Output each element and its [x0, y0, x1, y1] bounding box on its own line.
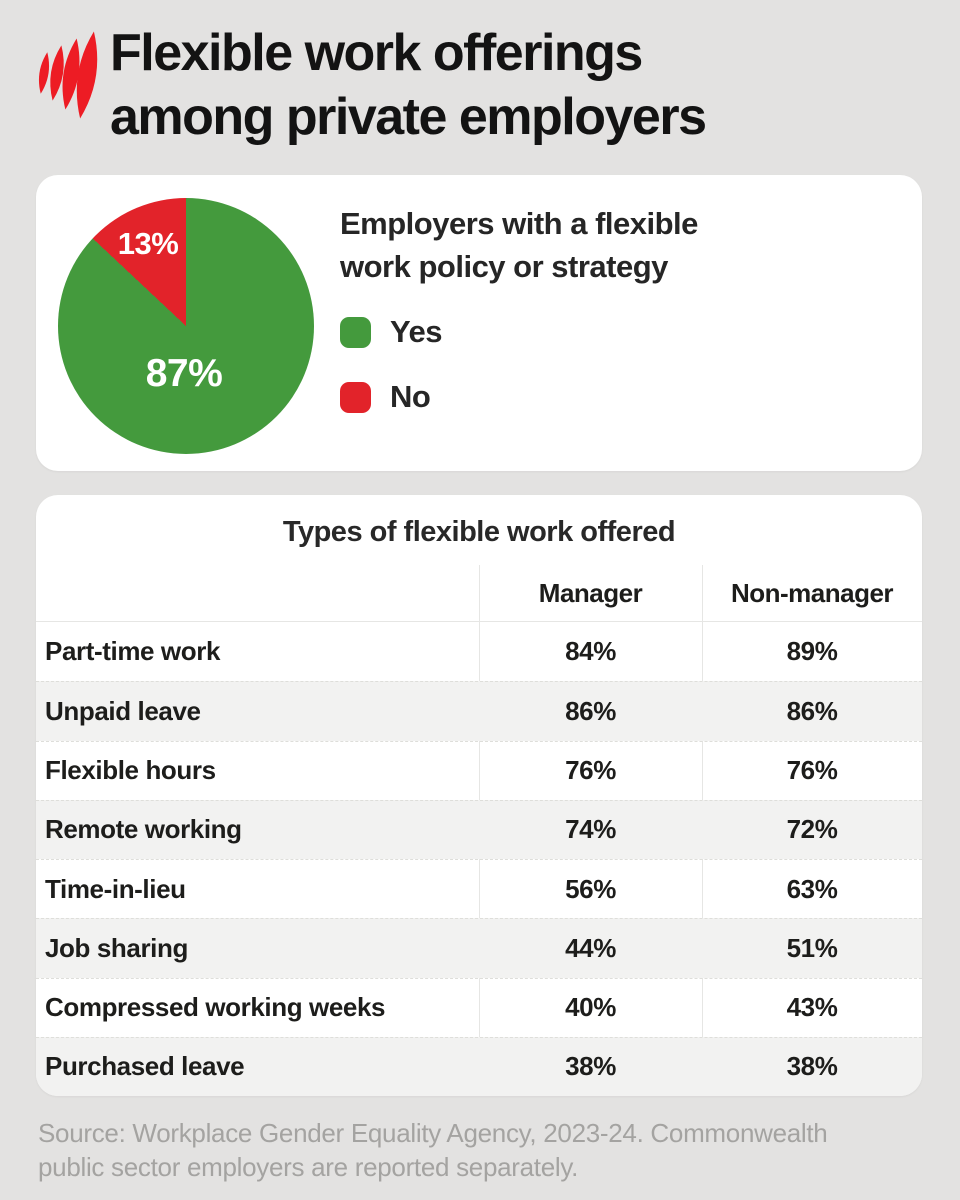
row-value-manager: 86%: [565, 695, 616, 726]
page-title-line1: Flexible work offerings: [110, 24, 643, 82]
row-value-manager: 38%: [565, 1051, 616, 1082]
pie-card-heading-line1: Employers with a flexible: [340, 206, 698, 241]
row-value-manager: 76%: [565, 755, 616, 786]
row-label: Unpaid leave: [45, 695, 201, 726]
row-value-manager: 84%: [565, 636, 616, 667]
table-row: Compressed working weeks 40% 43%: [36, 977, 922, 1037]
source-note-line1: Source: Workplace Gender Equality Agency…: [38, 1118, 828, 1148]
row-value-manager: 74%: [565, 814, 616, 845]
pie-chart: 13% 87%: [58, 198, 314, 454]
page-title: Flexible work offerings among private em…: [110, 21, 890, 149]
pie-card-heading: Employers with a flexible work policy or…: [340, 202, 800, 288]
table-row: Flexible hours 76% 76%: [36, 740, 922, 800]
row-value-non-manager: 89%: [786, 636, 838, 667]
pie-label-yes: 87%: [145, 352, 223, 395]
row-value-manager: 44%: [565, 932, 616, 963]
table-row: Purchased leave 38% 38%: [36, 1036, 922, 1096]
row-value-manager: 40%: [565, 992, 616, 1023]
source-note-line2: public sector employers are reported sep…: [38, 1152, 579, 1182]
row-value-manager: 56%: [565, 873, 616, 904]
row-label: Compressed working weeks: [45, 992, 386, 1023]
legend-label-yes: Yes: [390, 314, 442, 349]
pie-label-no: 13%: [117, 226, 179, 261]
table-row: Part-time work 84% 89%: [36, 622, 922, 681]
flexible-policy-card: 13% 87% Employers with a flexible work p…: [36, 175, 922, 471]
pie-card-heading-line2: work policy or strategy: [340, 249, 668, 284]
pie-legend: Yes No: [340, 314, 442, 446]
table-header-manager: Manager: [538, 577, 643, 608]
source-note: Source: Workplace Gender Equality Agency…: [38, 1116, 918, 1184]
legend-swatch-no-icon: [340, 381, 371, 413]
row-value-non-manager: 38%: [786, 1051, 838, 1082]
legend-swatch-yes-icon: [340, 316, 371, 348]
row-value-non-manager: 51%: [786, 932, 838, 963]
row-value-non-manager: 72%: [786, 814, 838, 845]
row-label: Purchased leave: [45, 1051, 245, 1082]
row-value-non-manager: 86%: [786, 695, 838, 726]
legend-label-no: No: [390, 379, 431, 414]
table-row: Remote working 74% 72%: [36, 799, 922, 859]
sbs-logo-icon: [39, 31, 98, 119]
table-row: Time-in-lieu 56% 63%: [36, 859, 922, 918]
table-row: Unpaid leave 86% 86%: [36, 681, 922, 741]
page-title-line2: among private employers: [110, 88, 707, 146]
row-value-non-manager: 76%: [786, 755, 838, 786]
table-body: Part-time work 84% 89% Unpaid leave 86% …: [36, 622, 922, 1096]
row-label: Part-time work: [45, 636, 221, 667]
table-title: Types of flexible work offered: [282, 516, 676, 548]
table-header-row: Manager Non-manager: [36, 565, 922, 622]
row-label: Flexible hours: [45, 755, 216, 786]
legend-item-no: No: [340, 379, 442, 414]
legend-item-yes: Yes: [340, 314, 442, 349]
row-label: Time-in-lieu: [45, 873, 186, 904]
flexible-types-card: Types of flexible work offered Manager N…: [36, 495, 922, 1096]
row-label: Remote working: [45, 814, 242, 845]
table-row: Job sharing 44% 51%: [36, 918, 922, 978]
row-value-non-manager: 63%: [786, 873, 838, 904]
row-label: Job sharing: [45, 932, 188, 963]
row-value-non-manager: 43%: [786, 992, 838, 1023]
table-header-non-manager: Non-manager: [730, 577, 894, 608]
